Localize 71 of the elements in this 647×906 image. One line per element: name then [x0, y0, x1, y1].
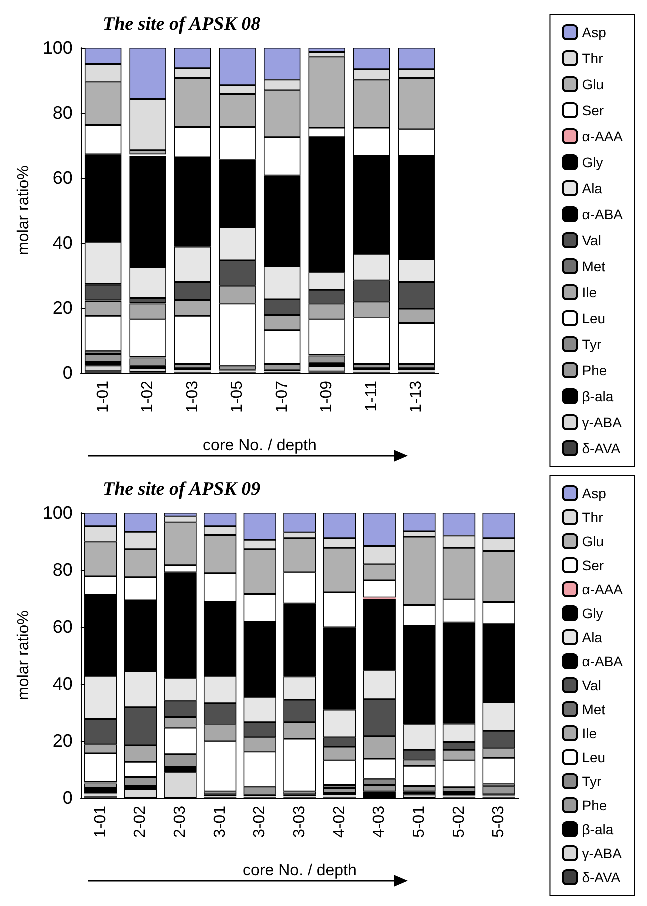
- x-tick-label: 1-07: [274, 380, 291, 414]
- legend-label: Asp: [582, 486, 607, 502]
- legend-label: α-AAA: [582, 128, 624, 144]
- x-tick-label: 1-11: [363, 380, 380, 412]
- y-axis-title: molar ratio%: [16, 166, 32, 256]
- y-tick-label: 40: [52, 674, 73, 694]
- legend-label: Ser: [582, 102, 604, 118]
- legend-label: Tyr: [582, 336, 602, 352]
- x-tick-label: 3-01: [212, 806, 229, 838]
- legend-label: Ala: [582, 630, 603, 646]
- x-tick-label: 1-05: [229, 380, 246, 414]
- y-axis-title: molar ratio%: [16, 610, 32, 700]
- legend-label: Ala: [582, 180, 603, 196]
- legend-label: Leu: [582, 310, 606, 326]
- y-tick-label: 60: [52, 617, 73, 637]
- y-tick-label: 80: [52, 560, 73, 580]
- x-tick-label: 1-02: [140, 380, 157, 414]
- legend-label: Phe: [582, 362, 608, 378]
- legend-label: Phe: [582, 798, 608, 814]
- x-tick-label: 1-09: [318, 380, 336, 414]
- legend-label: Leu: [582, 750, 606, 766]
- legend-label: β-ala: [582, 388, 614, 404]
- legend-label: Ile: [582, 726, 598, 742]
- chart-title: The site of APSK 09: [103, 479, 262, 500]
- legend-label: Val: [582, 232, 602, 248]
- y-tick-label: 100: [42, 38, 73, 58]
- y-tick-label: 40: [52, 233, 73, 253]
- y-tick-label: 80: [52, 103, 73, 123]
- x-tick-label: 2-02: [132, 806, 150, 838]
- x-tick-label: 1-13: [408, 380, 426, 414]
- x-tick-label: 1-01: [92, 806, 110, 838]
- legend-label: α-ABA: [582, 206, 624, 222]
- legend-label: Met: [582, 702, 606, 718]
- x-tick-label: 5-02: [450, 806, 468, 838]
- legend-label: Glu: [582, 534, 604, 550]
- y-tick-label: 20: [52, 731, 73, 751]
- x-axis-title: core No. / depth: [243, 862, 357, 880]
- legend-label: γ-ABA: [582, 414, 623, 430]
- legend-label: Val: [582, 678, 602, 694]
- legend-label: Thr: [582, 50, 604, 66]
- x-tick-label: 1-03: [184, 380, 202, 414]
- legend-label: γ-ABA: [582, 846, 623, 862]
- x-tick-label: 3-02: [252, 806, 269, 838]
- y-tick-label: 60: [52, 168, 73, 188]
- x-tick-label: 4-02: [331, 806, 348, 838]
- chart-title: The site of APSK 08: [103, 14, 262, 35]
- legend-label: α-ABA: [582, 654, 624, 670]
- legend-label: β-ala: [582, 822, 614, 838]
- x-tick-label: 1-01: [94, 380, 112, 414]
- legend-label: Glu: [582, 76, 604, 92]
- legend-label: Gly: [582, 154, 604, 170]
- x-tick-label: 2-03: [172, 806, 189, 838]
- x-tick-label: 3-03: [291, 806, 308, 838]
- legend-label: δ-AVA: [582, 870, 622, 886]
- y-tick-label: 0: [62, 363, 73, 383]
- legend-label: Asp: [582, 24, 607, 40]
- legend-label: Tyr: [582, 774, 602, 790]
- x-tick-label: 5-03: [490, 806, 508, 838]
- legend-label: Gly: [582, 606, 604, 622]
- x-tick-label: 4-03: [371, 806, 388, 838]
- y-tick-label: 20: [52, 298, 73, 318]
- x-tick-label: 5-01: [410, 806, 428, 838]
- legend-label: α-AAA: [582, 582, 624, 598]
- legend-label: δ-AVA: [582, 440, 622, 456]
- x-axis-title: core No. / depth: [203, 438, 317, 454]
- legend-label: Thr: [582, 510, 604, 526]
- legend-label: Met: [582, 258, 606, 274]
- legend-label: Ile: [582, 284, 598, 300]
- y-tick-label: 100: [42, 503, 73, 523]
- y-tick-label: 0: [62, 788, 73, 808]
- legend-label: Ser: [582, 558, 604, 574]
